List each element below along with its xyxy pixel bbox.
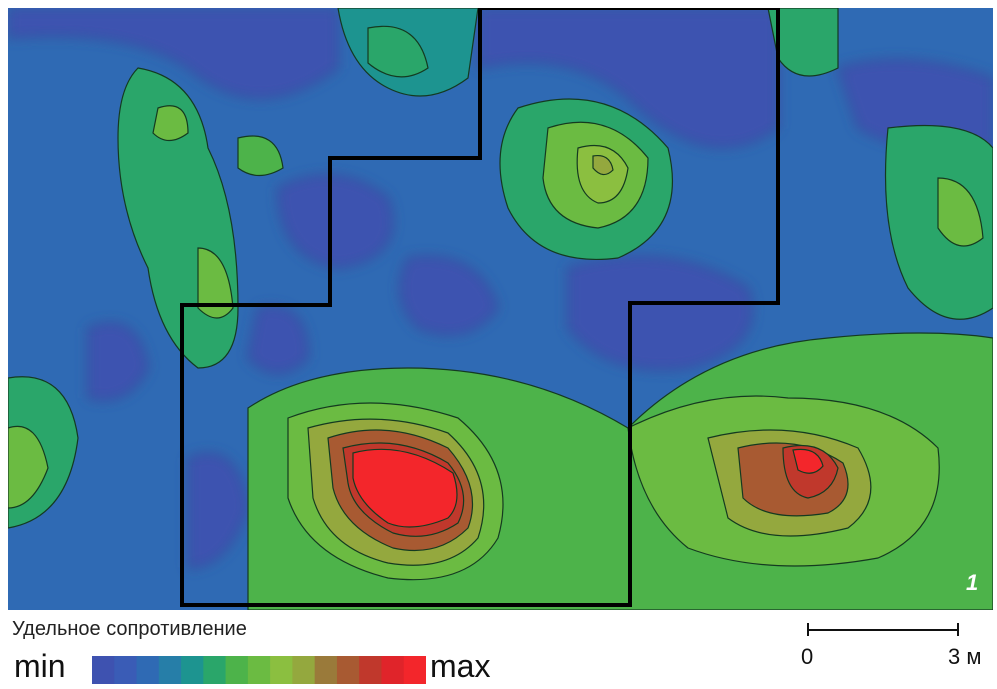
scale-end-label: 3 м xyxy=(948,644,982,669)
ramp-swatch xyxy=(114,656,138,684)
ramp-swatch xyxy=(225,656,249,684)
ramp-swatch xyxy=(314,656,338,684)
medium-resistivity-zones xyxy=(8,8,993,610)
low-resistivity-zones xyxy=(8,8,993,569)
legend-min-label: min xyxy=(14,648,66,684)
ramp-swatch xyxy=(359,656,382,684)
ramp-swatch xyxy=(92,656,115,684)
ramp-swatch xyxy=(381,656,405,684)
ramp-swatch xyxy=(181,656,204,684)
ramp-swatch xyxy=(336,656,360,684)
ramp-swatch xyxy=(292,656,316,684)
ramp-swatch xyxy=(136,656,160,684)
legend-title: Удельное сопротивление xyxy=(12,618,247,640)
ramp-swatch xyxy=(270,656,293,684)
ramp-swatch xyxy=(403,656,426,684)
color-ramp xyxy=(92,656,426,684)
legend-max-label: max xyxy=(430,648,491,684)
ramp-swatch xyxy=(247,656,271,684)
scale-start-label: 0 xyxy=(801,644,814,669)
ramp-swatch xyxy=(158,656,182,684)
ramp-swatch xyxy=(203,656,227,684)
scale-bar xyxy=(807,623,959,636)
panel-label: 1 xyxy=(966,570,979,595)
study-area-outline xyxy=(180,8,780,607)
resistivity-contour-map xyxy=(8,8,993,610)
